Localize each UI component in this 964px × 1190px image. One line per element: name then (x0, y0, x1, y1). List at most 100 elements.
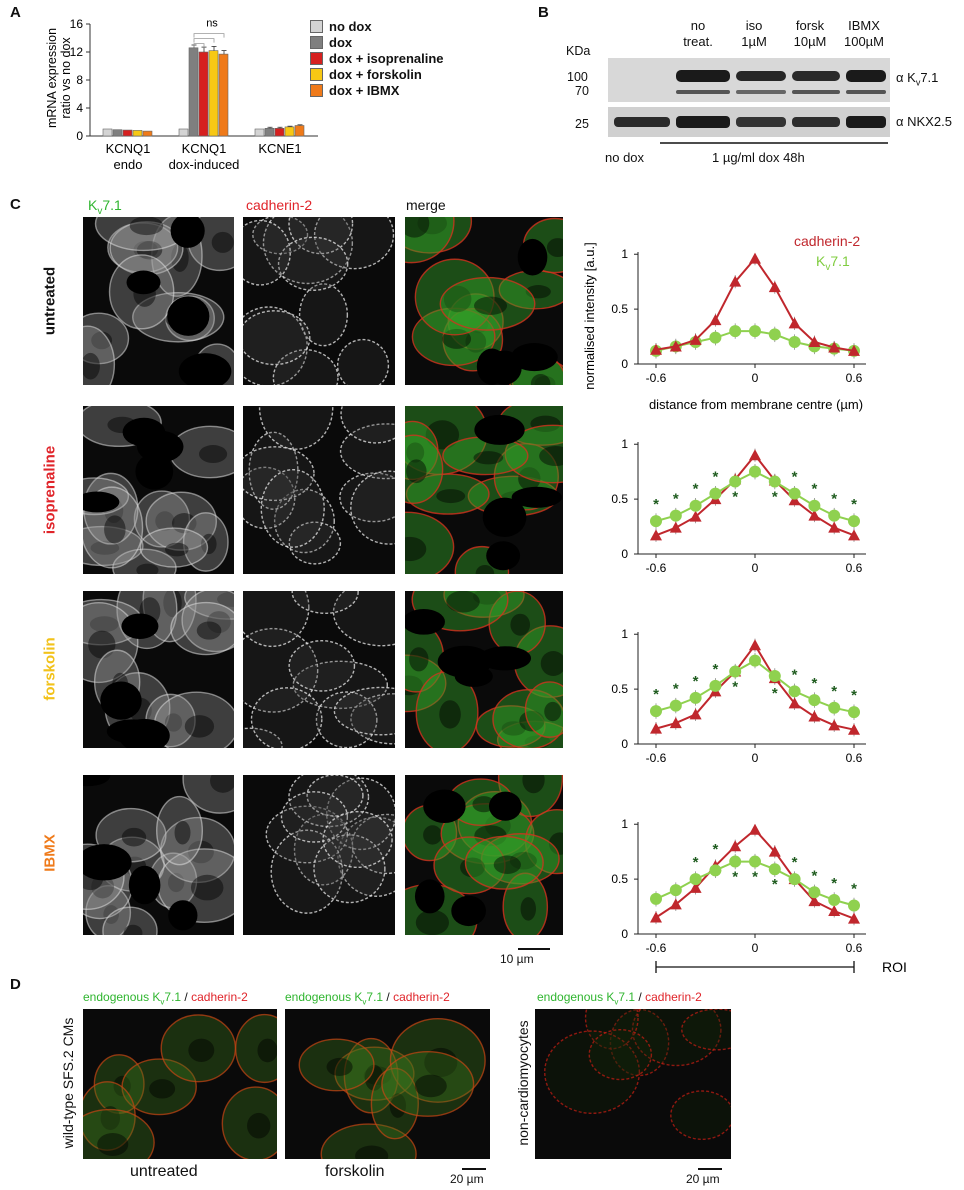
panel-label-c: C (10, 196, 21, 213)
profile-point-cadherin (729, 840, 742, 852)
profile-point-kv71 (848, 515, 860, 528)
profile-ytick-label: 0 (621, 357, 628, 371)
profile-ytick-label: 0.5 (611, 492, 628, 506)
bar (122, 129, 133, 137)
profile-point-kv71 (848, 899, 860, 912)
profile-significance-star: * (732, 489, 738, 506)
profile-significance-star: * (772, 876, 778, 893)
bar-ylabel-1: mRNA expression (45, 28, 59, 128)
blot-label-nkx25: α NKX2.5 (896, 114, 952, 129)
profile-significance-star: * (712, 661, 718, 678)
bar-legend-label: no dox (329, 18, 372, 34)
bar-legend: no dox dox dox + isoprenaline dox + forskol… (310, 18, 444, 98)
profile-significance-star: * (772, 685, 778, 702)
micrograph-cadherin-row1 (243, 217, 395, 385)
profile-xlabel: distance from membrane centre (µm) (649, 397, 863, 412)
profile-plot-1: 0 0.5 1 -0.6 0 0.6 (611, 247, 866, 385)
blot-kv71 (608, 58, 890, 102)
profile-point-cadherin (650, 529, 662, 541)
profile-point-cadherin (848, 344, 860, 356)
ns-annotation: ns (206, 18, 218, 30)
profile-significance-star: * (653, 496, 659, 513)
profile-point-kv71 (768, 669, 781, 682)
bar-legend-swatch (310, 51, 323, 65)
profile-point-kv71 (788, 685, 801, 698)
profile-significance-star: * (712, 841, 718, 858)
profile-point-cadherin (650, 343, 662, 355)
profile-point-cadherin (828, 341, 841, 353)
bar-group-label: KCNQ1 (182, 141, 227, 156)
profile-point-cadherin (689, 708, 702, 720)
scalebar-c (518, 948, 550, 950)
bar-legend-item: dox + forskolin (310, 66, 444, 82)
profile-xtick-label: 0.6 (846, 751, 863, 765)
blot-col-header-line2: treat. (683, 34, 713, 49)
profile-point-kv71 (729, 855, 742, 868)
profile-significance-star: * (792, 469, 798, 486)
bar-legend-item: dox + IBMX (310, 82, 444, 98)
scalebar-c-label: 10 µm (500, 952, 534, 966)
profile-point-kv71 (749, 654, 761, 667)
profile-point-kv71 (709, 864, 722, 877)
col-header-kv71: Kv7.1 (88, 197, 122, 217)
blot-col-header-line2: 100µM (843, 34, 884, 49)
marker-25: 25 (575, 117, 589, 131)
profile-significance-star: * (811, 481, 817, 498)
bar (208, 50, 219, 137)
bar (284, 126, 295, 137)
bar-ytick-label: 12 (70, 45, 84, 59)
d-noncm-label: non-cardiomyocytes (515, 1020, 531, 1146)
profile-point-kv71 (788, 336, 801, 349)
bar-ytick-label: 0 (76, 129, 83, 143)
blot-col-header-line1: no (690, 18, 706, 33)
profile-significance-star: * (792, 854, 798, 871)
profile-point-kv71 (709, 679, 722, 692)
row-label-isoprenaline: isoprenaline (41, 445, 59, 535)
profile-xtick-label: 0.6 (846, 941, 863, 955)
profile-significance-star: * (772, 489, 778, 506)
ns-bracket (193, 43, 205, 48)
profile-point-cadherin (768, 845, 781, 857)
bar (218, 53, 229, 137)
profile-significance-star: * (732, 679, 738, 696)
profile-significance-star: * (712, 469, 718, 486)
bar-ytick-label: 4 (76, 101, 83, 115)
profile-ytick-label: 0 (621, 547, 628, 561)
panel-label-d: D (10, 976, 21, 993)
ns-bracket (193, 38, 215, 43)
profile-ytick-label: 1 (621, 817, 628, 831)
d-title-1: endogenous Kv7.1 / cadherin-2 (83, 990, 248, 1007)
profile-ytick-label: 0 (621, 737, 628, 751)
profile-point-cadherin (788, 317, 801, 329)
row-label-forskolin: forskolin (41, 637, 59, 701)
d-title-3: endogenous Kv7.1 / cadherin-2 (537, 990, 702, 1007)
profile-point-kv71 (768, 475, 781, 488)
profile-significance-star: * (673, 491, 679, 508)
bar (294, 125, 305, 137)
profile-point-cadherin (749, 639, 761, 651)
bar (188, 47, 199, 137)
d-title-2: endogenous Kv7.1 / cadherin-2 (285, 990, 450, 1007)
blot-col-header: forsk 10µM (782, 18, 838, 50)
micrograph-d-untreated (83, 1009, 277, 1159)
col-header-merge: merge (406, 197, 446, 213)
profile-point-cadherin (828, 719, 841, 731)
profile-point-kv71 (749, 325, 761, 338)
bar-legend-item: dox + isoprenaline (310, 50, 444, 66)
blot-col-header-line2: 10µM (793, 34, 827, 49)
bar-legend-label: dox + forskolin (329, 66, 422, 82)
profile-point-kv71 (848, 706, 860, 719)
profile-point-kv71 (689, 499, 702, 512)
profile-line-kv (655, 659, 855, 714)
profile-significance-star: * (851, 880, 857, 897)
profile-point-kv71 (768, 328, 781, 341)
bar-legend-swatch (310, 19, 323, 33)
profile-ylabel: normalised intensity [a.u.] (582, 242, 597, 389)
bar-group-label-2: endo (114, 157, 143, 172)
d-side-label: wild-type SFS.2 CMs (60, 1017, 76, 1149)
blot-column-headers: no treat. iso 1µM forsk 10µM IBMX 100µM (662, 18, 890, 58)
profile-point-cadherin (788, 494, 801, 506)
profile-point-kv71 (650, 892, 662, 905)
profile-xtick-label: -0.6 (646, 751, 667, 765)
